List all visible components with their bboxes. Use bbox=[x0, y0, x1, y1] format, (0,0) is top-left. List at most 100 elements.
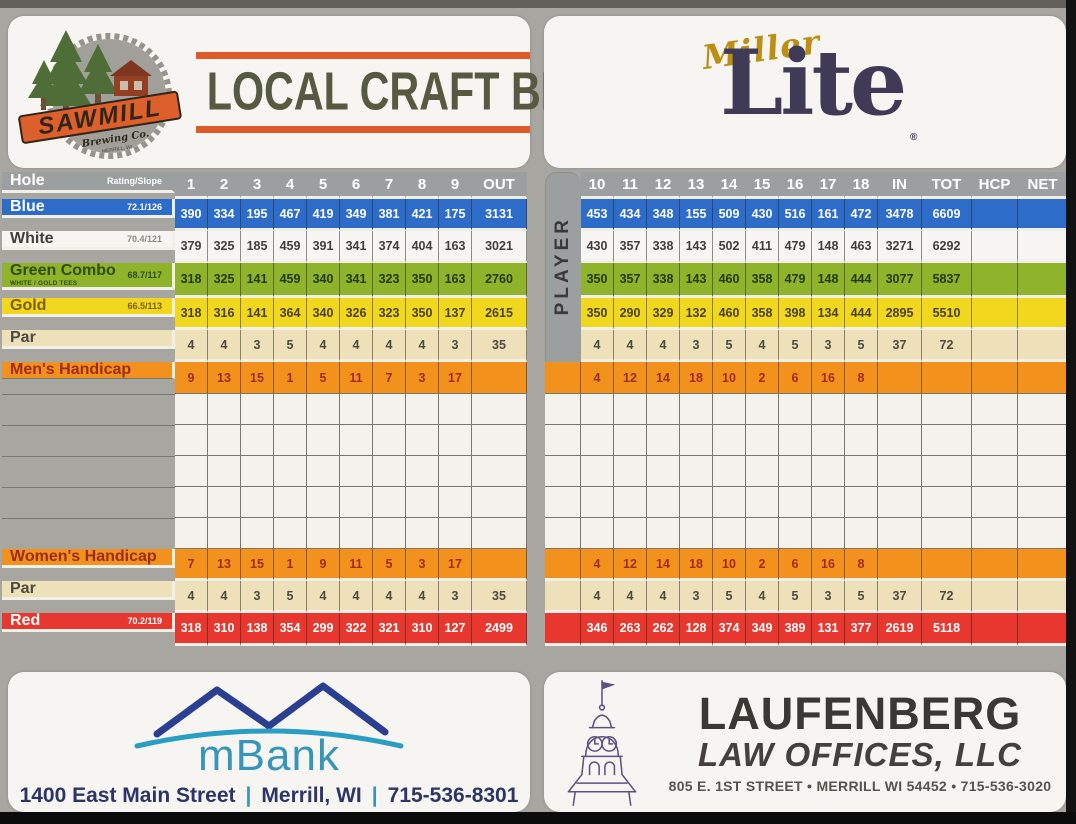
score-cell-h18 bbox=[845, 518, 878, 549]
score-cell-h10: 2499 bbox=[472, 613, 527, 646]
column-header-h15: 15 bbox=[746, 172, 779, 199]
score-cell-h11 bbox=[614, 487, 647, 518]
score-cell-TOT: 5118 bbox=[922, 613, 972, 646]
score-cell-h1 bbox=[175, 394, 208, 425]
score-cell-h14: 502 bbox=[713, 231, 746, 263]
score-cell-h17 bbox=[812, 487, 845, 518]
score-cell-h16 bbox=[779, 518, 812, 549]
score-cell-HCP bbox=[972, 263, 1018, 298]
score-cell-h6: 326 bbox=[340, 298, 373, 330]
scorecard-row-par2: Par 4 4 3 5 4 4 4 4 3 35 bbox=[2, 581, 527, 613]
score-cell-h7: 4 bbox=[373, 581, 406, 613]
score-cell-h12: 348 bbox=[647, 199, 680, 231]
score-cell-h9: 137 bbox=[439, 298, 472, 330]
score-cell-TOT: 6292 bbox=[922, 231, 972, 263]
column-header-h7: 7 bbox=[373, 172, 406, 199]
tee-label: Par bbox=[10, 330, 36, 346]
score-cell-h5: 4 bbox=[307, 581, 340, 613]
miller-lite-logo: Miller Lite ® bbox=[544, 16, 1066, 168]
mbank-wordmark: mBank bbox=[198, 731, 340, 780]
score-cell-h2 bbox=[208, 487, 241, 518]
score-cell-h10: 3021 bbox=[472, 231, 527, 263]
tee-label-wrap: Green Combo WHITE / GOLD TEES bbox=[10, 263, 116, 287]
row-label-red: Red 70.2/119 bbox=[2, 613, 175, 632]
score-cell-TOT: 5837 bbox=[922, 263, 972, 298]
mbank-street: 1400 East Main Street bbox=[19, 784, 236, 807]
score-cell-h9 bbox=[439, 487, 472, 518]
rating-slope-header: Rating/Slope bbox=[106, 176, 162, 186]
score-cell-h11: 12 bbox=[614, 549, 647, 581]
separator: | bbox=[371, 784, 378, 807]
score-cell-h9: 17 bbox=[439, 362, 472, 394]
row-label-mens: Men's Handicap bbox=[2, 362, 175, 379]
score-cell-HCP bbox=[972, 362, 1018, 394]
score-cell-h7 bbox=[373, 425, 406, 456]
score-cell-h10: 4 bbox=[581, 581, 614, 613]
score-cell-HCP bbox=[972, 298, 1018, 330]
score-cell-h10 bbox=[581, 487, 614, 518]
score-cell-IN: 37 bbox=[878, 330, 922, 362]
score-cell-h6: 4 bbox=[340, 581, 373, 613]
score-cell-h12: 329 bbox=[647, 298, 680, 330]
score-cell-h12 bbox=[647, 456, 680, 487]
score-cell-h7 bbox=[373, 487, 406, 518]
score-cell-h16: 5 bbox=[779, 581, 812, 613]
score-cell-h14 bbox=[713, 456, 746, 487]
score-cell-h10 bbox=[472, 394, 527, 425]
score-cell-HCP bbox=[972, 330, 1018, 362]
score-cell-h18 bbox=[845, 487, 878, 518]
score-cell-h12: 262 bbox=[647, 613, 680, 646]
local-craft-beer-banner: LOCAL CRAFT BEER bbox=[196, 51, 626, 133]
score-cell-TOT bbox=[922, 487, 972, 518]
score-cell-h14: 374 bbox=[713, 613, 746, 646]
score-cell-h12: 4 bbox=[647, 330, 680, 362]
column-header-TOT: TOT bbox=[922, 172, 972, 199]
score-cell-h11: 12 bbox=[614, 362, 647, 394]
score-cell-h7 bbox=[373, 456, 406, 487]
score-cell-h15: 358 bbox=[746, 263, 779, 298]
score-cell-h3: 195 bbox=[241, 199, 274, 231]
score-cell-NET bbox=[1018, 362, 1068, 394]
score-cell-h5: 340 bbox=[307, 263, 340, 298]
score-cell-h18 bbox=[845, 394, 878, 425]
score-cell-h2: 13 bbox=[208, 549, 241, 581]
mbank-address-line: 1400 East Main Street | Merrill, WI | 715-53… bbox=[20, 784, 519, 808]
score-cell-h3: 3 bbox=[241, 581, 274, 613]
scorecard-row-gold: 350 290 329 132 460 358 398 134 444 2895 5510 bbox=[545, 298, 1068, 330]
score-cell-h5 bbox=[307, 456, 340, 487]
mbank-phone: 715-536-8301 bbox=[387, 784, 519, 807]
score-cell-h18 bbox=[845, 456, 878, 487]
score-cell-h17: 161 bbox=[812, 199, 845, 231]
scorecard-row-par: Par 4 4 3 5 4 4 4 4 3 35 bbox=[2, 330, 527, 362]
score-cell-h5 bbox=[307, 487, 340, 518]
score-cell-h8: 421 bbox=[406, 199, 439, 231]
column-header-h4: 4 bbox=[274, 172, 307, 199]
score-cell-h5: 340 bbox=[307, 298, 340, 330]
score-cell-h18 bbox=[845, 425, 878, 456]
score-cell-h10: 350 bbox=[581, 298, 614, 330]
score-cell-h5: 391 bbox=[307, 231, 340, 263]
score-cell-NET bbox=[1018, 298, 1068, 330]
column-header-h6: 6 bbox=[340, 172, 373, 199]
score-cell-h9 bbox=[439, 425, 472, 456]
score-cell-NET bbox=[1018, 330, 1068, 362]
player-column-cell bbox=[545, 394, 581, 425]
score-cell-h14: 460 bbox=[713, 298, 746, 330]
score-cell-h1 bbox=[175, 456, 208, 487]
score-cell-HCP bbox=[972, 549, 1018, 581]
scorecard-row-p5 bbox=[2, 518, 527, 549]
row-label-white: White 70.4/121 bbox=[2, 231, 175, 250]
score-cell-h2: 310 bbox=[208, 613, 241, 646]
column-header-IN: IN bbox=[878, 172, 922, 199]
tee-rating-slope: 68.7/117 bbox=[127, 270, 162, 280]
tee-sublabel: WHITE / GOLD TEES bbox=[10, 280, 78, 287]
score-cell-h11: 4 bbox=[614, 330, 647, 362]
scorecard-row-womens: 4 12 14 18 10 2 6 16 8 bbox=[545, 549, 1068, 581]
score-cell-h6: 349 bbox=[340, 199, 373, 231]
column-header-h9: 9 bbox=[439, 172, 472, 199]
score-cell-h1: 4 bbox=[175, 330, 208, 362]
score-cell-h15 bbox=[746, 518, 779, 549]
player-label: PLAYER bbox=[552, 215, 573, 316]
score-cell-NET bbox=[1018, 613, 1068, 646]
player-column-cell bbox=[545, 518, 581, 549]
